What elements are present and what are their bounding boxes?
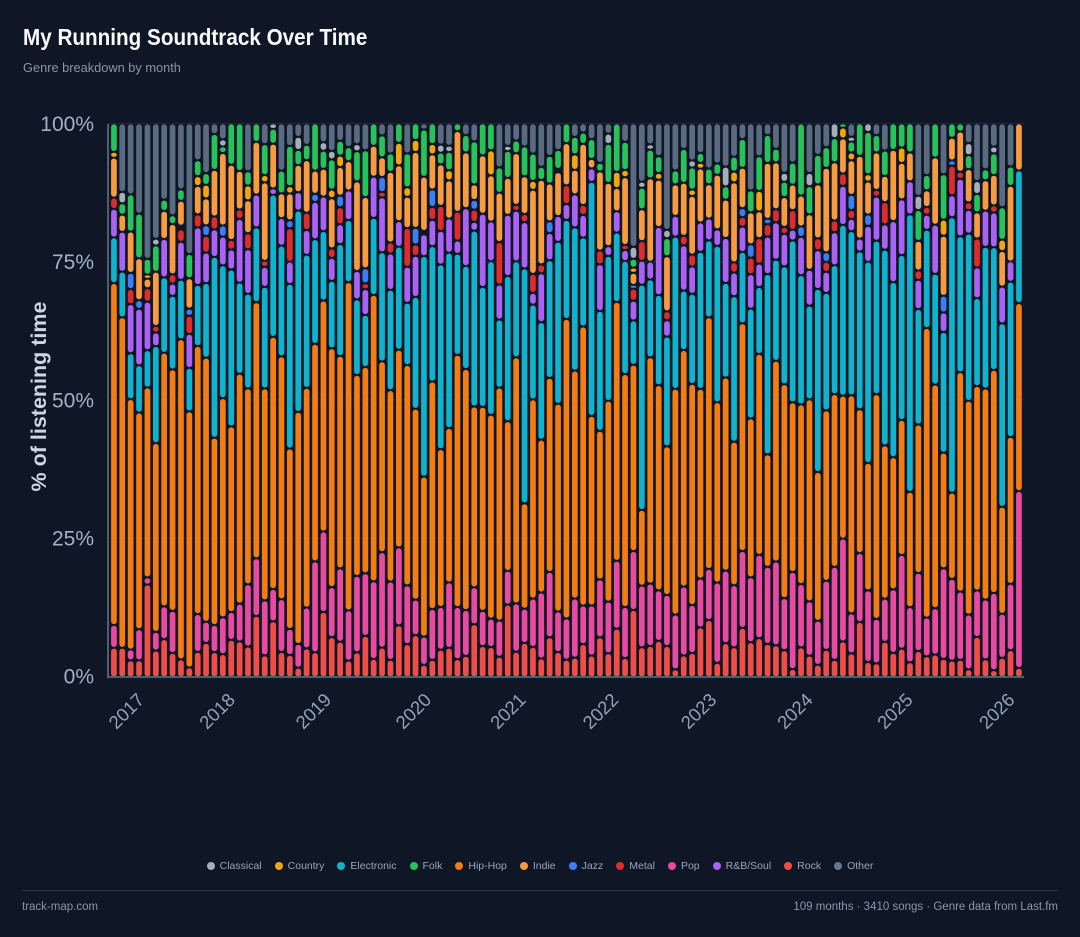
- svg-text:2024: 2024: [773, 689, 817, 733]
- svg-text:2025: 2025: [873, 689, 917, 733]
- svg-text:2018: 2018: [195, 689, 239, 733]
- svg-text:2020: 2020: [391, 689, 435, 733]
- svg-text:2026: 2026: [975, 689, 1019, 733]
- svg-text:25%: 25%: [52, 527, 94, 550]
- svg-text:2017: 2017: [104, 689, 148, 733]
- svg-text:2019: 2019: [291, 689, 335, 733]
- svg-text:0%: 0%: [64, 666, 94, 689]
- svg-text:% of listening time: % of listening time: [27, 301, 51, 491]
- svg-text:2023: 2023: [677, 689, 721, 733]
- svg-text:75%: 75%: [52, 251, 94, 274]
- svg-text:2022: 2022: [578, 689, 622, 733]
- svg-text:2021: 2021: [486, 689, 530, 733]
- svg-text:50%: 50%: [52, 389, 94, 412]
- svg-text:100%: 100%: [40, 113, 94, 136]
